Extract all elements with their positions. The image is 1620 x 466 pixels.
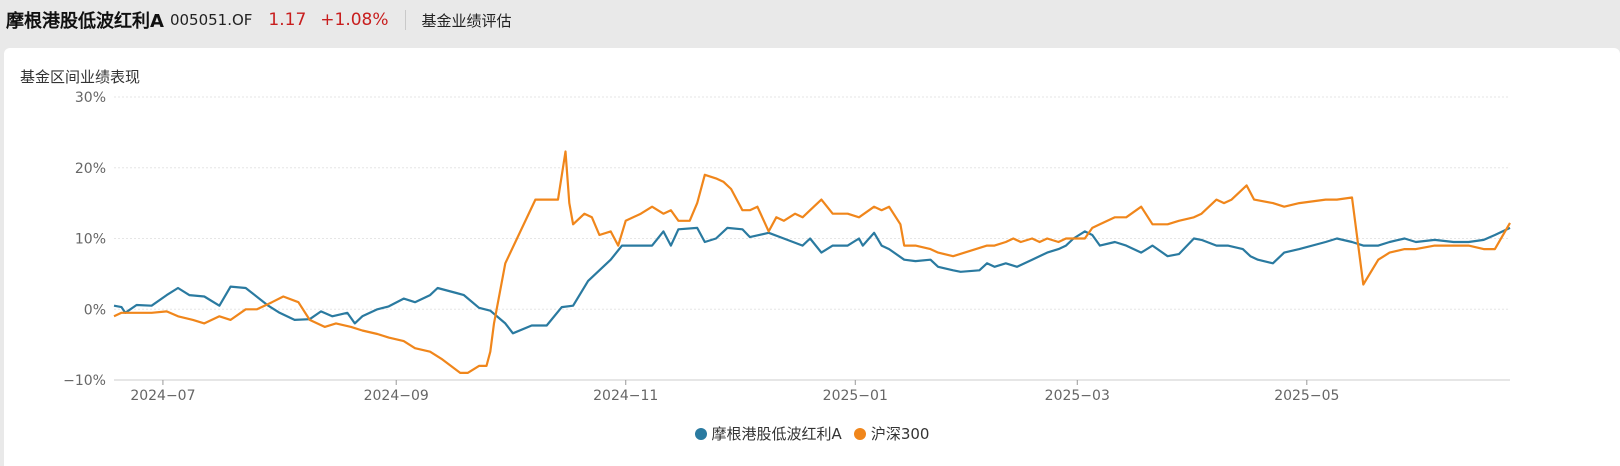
fund-code: 005051.OF [169, 11, 253, 29]
card-title: 基金区间业绩表现 [20, 68, 141, 86]
x-tick-label: 2025−03 [1045, 388, 1110, 404]
x-tick-label: 2025−05 [1274, 388, 1339, 404]
legend-dot-index [853, 427, 866, 440]
legend-dot-fund [694, 427, 707, 440]
y-tick-label: 10% [75, 232, 106, 248]
fund-header: 摩根港股低波红利A 005051.OF 1.17 +1.08% 基金业绩评估 [0, 0, 1620, 40]
y-tick-label: −10% [63, 373, 106, 389]
tab-performance-evaluation[interactable]: 基金业绩评估 [421, 11, 512, 30]
x-tick-label: 2024−07 [130, 388, 195, 404]
series-line-index [113, 150, 1511, 374]
header-divider [404, 10, 406, 30]
y-tick-label: 0% [84, 302, 106, 318]
legend-label-index: 沪深300 [870, 425, 930, 443]
legend-item-fund[interactable]: 摩根港股低波红利A [694, 423, 842, 444]
x-tick-label: 2024−09 [364, 388, 429, 404]
fund-change: +1.08% [320, 10, 389, 30]
fund-nav: 1.17 [268, 10, 307, 30]
legend-label-fund: 摩根港股低波红利A [711, 425, 842, 443]
x-tick-label: 2024−11 [593, 388, 658, 404]
chart-legend: 摩根港股低波红利A 沪深300 [4, 423, 1620, 444]
performance-line-chart[interactable]: 30% 20% 10% 0% −10% 2024−07 2024−09 2024−11 2025… [4, 48, 1620, 466]
fund-name: 摩根港股低波红利A [6, 11, 164, 32]
y-tick-label: 30% [75, 90, 106, 106]
series-line-fund [113, 226, 1511, 335]
y-tick-label: 20% [75, 161, 106, 177]
performance-card: 基金区间业绩表现 30% 20% 10% 0% −10% 2024−07 2024−09 20… [4, 48, 1620, 466]
x-tick-label: 2025−01 [823, 388, 888, 404]
legend-item-index[interactable]: 沪深300 [853, 423, 930, 444]
